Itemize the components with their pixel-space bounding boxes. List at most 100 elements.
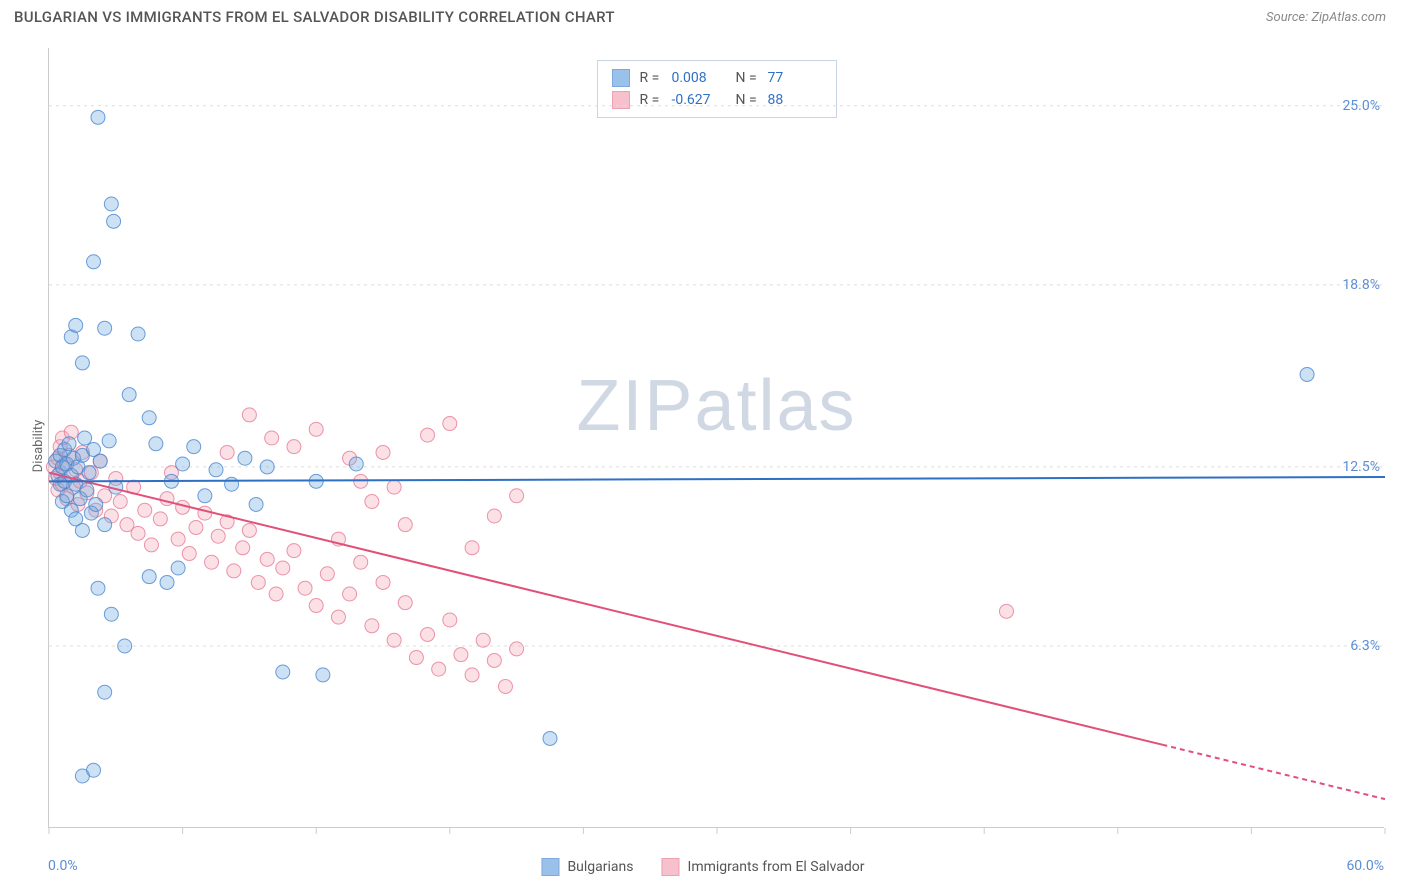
data-point (510, 642, 524, 656)
swatch-bulgarians-icon (541, 858, 559, 876)
data-point (62, 437, 76, 451)
data-point (343, 587, 357, 601)
data-point (260, 552, 274, 566)
legend-label-elsalvador: Immigrants from El Salvador (688, 859, 865, 875)
data-point (487, 653, 501, 667)
data-point (242, 523, 256, 537)
data-point (999, 604, 1013, 618)
data-point (510, 489, 524, 503)
swatch-elsalvador-icon (662, 858, 680, 876)
data-point (398, 596, 412, 610)
data-point (220, 445, 234, 459)
source-name: ZipAtlas.com (1311, 10, 1386, 25)
data-point (443, 613, 457, 627)
data-point (144, 538, 158, 552)
data-point (89, 497, 103, 511)
chart-title: BULGARIAN VS IMMIGRANTS FROM EL SALVADOR… (14, 8, 615, 26)
data-point (209, 463, 223, 477)
data-point (387, 480, 401, 494)
data-point (91, 581, 105, 595)
data-point (298, 581, 312, 595)
data-point (287, 544, 301, 558)
data-point (236, 541, 250, 555)
data-point (320, 567, 334, 581)
data-point (75, 769, 89, 783)
data-point (465, 541, 479, 555)
data-point (543, 731, 557, 745)
data-point (309, 422, 323, 436)
data-point (242, 408, 256, 422)
data-point (398, 518, 412, 532)
legend-label-bulgarians: Bulgarians (567, 859, 633, 875)
data-point (131, 526, 145, 540)
data-point (98, 321, 112, 335)
data-point (75, 523, 89, 537)
source-attribution: Source: ZipAtlas.com (1266, 10, 1386, 25)
data-point (387, 633, 401, 647)
data-point (205, 555, 219, 569)
data-point (93, 454, 107, 468)
data-point (376, 445, 390, 459)
data-point (98, 518, 112, 532)
legend-item-elsalvador: Immigrants from El Salvador (662, 858, 865, 876)
data-point (160, 575, 174, 589)
data-point (365, 619, 379, 633)
data-point (182, 547, 196, 561)
data-point (316, 668, 330, 682)
source-prefix: Source: (1266, 10, 1311, 25)
data-point (98, 685, 112, 699)
data-point (276, 561, 290, 575)
data-point (198, 506, 212, 520)
y-axis-label: Disability (31, 420, 46, 473)
data-point (269, 587, 283, 601)
data-point (87, 255, 101, 269)
data-point (476, 633, 490, 647)
data-point (142, 411, 156, 425)
data-point (265, 431, 279, 445)
data-point (153, 512, 167, 526)
data-point (432, 662, 446, 676)
data-point (171, 532, 185, 546)
data-point (354, 555, 368, 569)
data-point (189, 521, 203, 535)
data-point (104, 197, 118, 211)
data-point (276, 665, 290, 679)
data-point (60, 489, 74, 503)
data-point (421, 627, 435, 641)
data-point (171, 561, 185, 575)
data-point (249, 497, 263, 511)
x-axis-max-label: 60.0% (1346, 858, 1384, 874)
data-point (331, 610, 345, 624)
y-tick-label: 25.0% (1342, 98, 1380, 114)
data-point (260, 460, 274, 474)
data-point (465, 668, 479, 682)
data-point (107, 214, 121, 228)
data-point (82, 466, 96, 480)
y-tick-label: 12.5% (1342, 459, 1380, 475)
data-point (91, 110, 105, 124)
data-point (251, 575, 265, 589)
data-point (131, 327, 145, 341)
data-point (187, 440, 201, 454)
data-point (138, 503, 152, 517)
data-point (149, 437, 163, 451)
data-point (227, 564, 241, 578)
data-point (365, 495, 379, 509)
y-tick-label: 6.3% (1350, 638, 1380, 654)
data-point (225, 477, 239, 491)
data-point (122, 388, 136, 402)
series-legend: Bulgarians Immigrants from El Salvador (541, 858, 864, 876)
y-tick-label: 18.8% (1342, 277, 1380, 293)
data-point (211, 529, 225, 543)
plot-area: ZIPatlas R = 0.008 N = 77 R = -0.627 N =… (48, 48, 1384, 828)
legend-item-bulgarians: Bulgarians (541, 858, 633, 876)
x-axis-min-label: 0.0% (48, 858, 78, 874)
data-point (1300, 367, 1314, 381)
data-point (498, 679, 512, 693)
data-point (75, 356, 89, 370)
data-point (409, 651, 423, 665)
data-point (78, 431, 92, 445)
data-point (487, 509, 501, 523)
data-point (443, 417, 457, 431)
data-point (309, 599, 323, 613)
